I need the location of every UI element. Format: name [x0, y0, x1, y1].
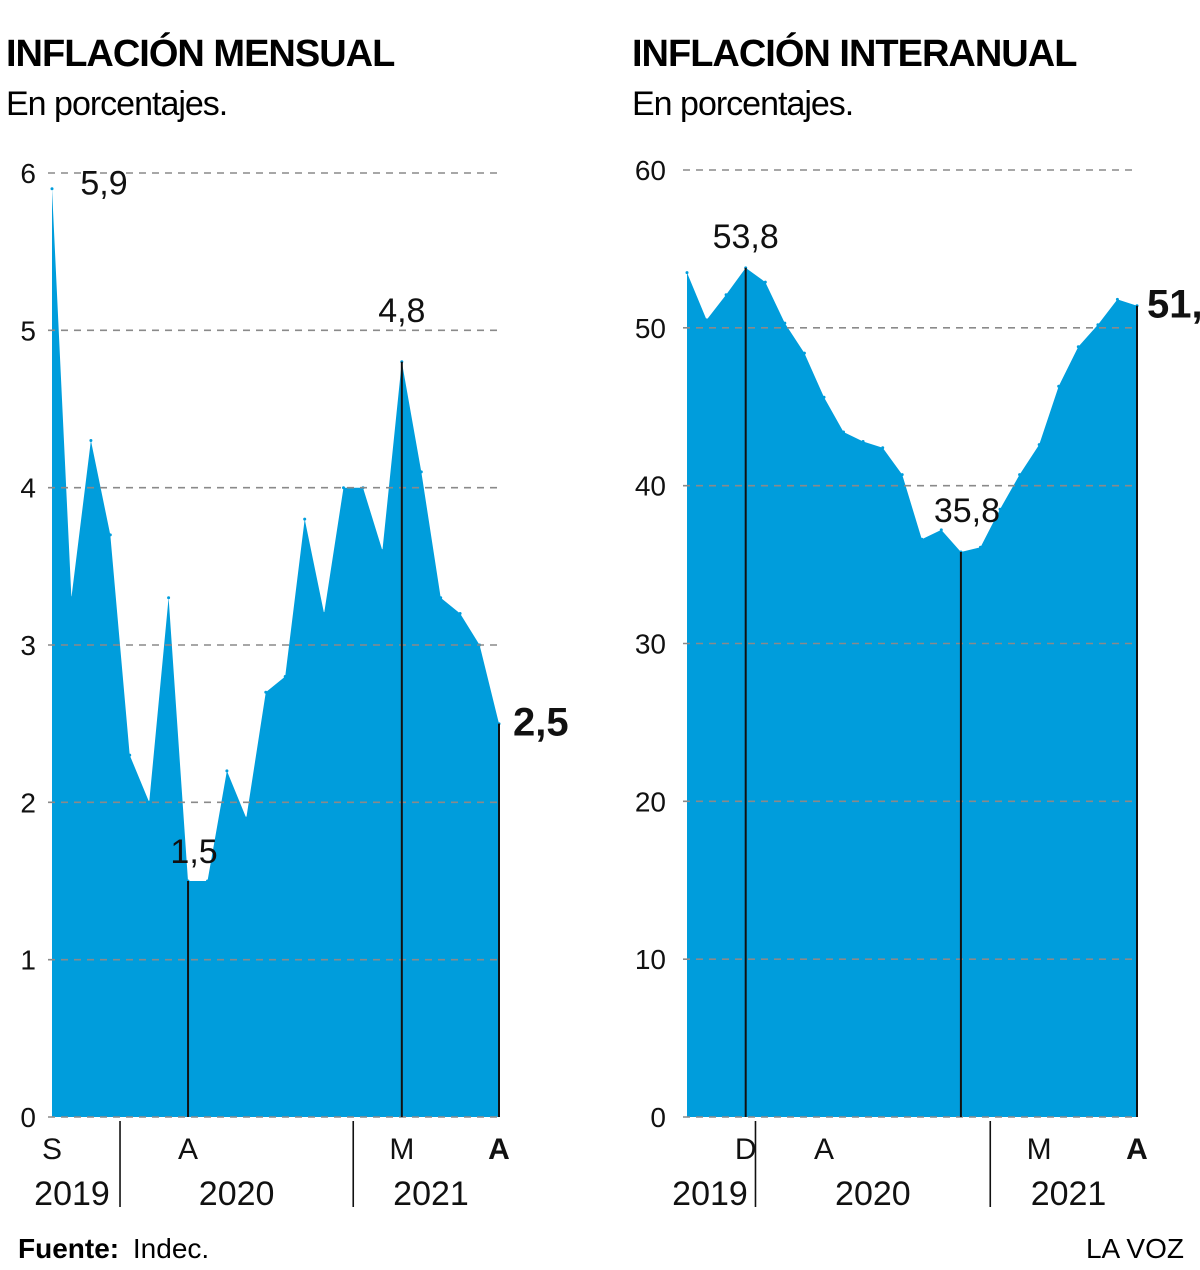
data-point-2019-10 — [69, 596, 73, 600]
data-point-2020-12 — [342, 486, 345, 490]
data-label-2019-12: 53,8 — [713, 218, 779, 256]
data-point-2020-06 — [861, 440, 865, 443]
data-point-2021-01 — [998, 507, 1002, 511]
chart-title-mensual: INFLACIÓN MENSUAL — [6, 31, 395, 75]
y-tick-label: 0 — [650, 1102, 666, 1133]
data-point-2019-09 — [50, 187, 54, 191]
area-series — [687, 267, 1137, 1117]
year-label-2021: 2021 — [1031, 1175, 1107, 1213]
data-point-2021-04 — [1057, 384, 1061, 388]
source-value: Indec. — [133, 1233, 209, 1264]
source-label: Fuente: — [18, 1233, 119, 1264]
brand-logo-text: LA VOZ — [1086, 1233, 1184, 1264]
y-tick-label: 5 — [20, 315, 36, 346]
source-note: Fuente: Indec. — [18, 1233, 209, 1264]
data-point-2021-02 — [1018, 473, 1022, 477]
chart-subtitle-mensual: En porcentajes. — [6, 85, 227, 123]
data-point-2020-12 — [979, 545, 982, 549]
year-label-2019: 2019 — [672, 1175, 748, 1213]
data-point-2021-05 — [439, 596, 443, 600]
year-label-2020: 2020 — [835, 1175, 911, 1213]
data-point-2021-03 — [1037, 443, 1041, 447]
data-label-2021-08: 2,5 — [513, 701, 569, 745]
chart-subtitle-interanual: En porcentajes. — [632, 85, 853, 123]
y-tick-label: 60 — [635, 155, 666, 186]
area-series — [52, 188, 499, 1117]
data-label-2020-04: 1,5 — [170, 833, 217, 871]
x-tick-label-2021-08: A — [488, 1133, 510, 1166]
data-point-2020-01 — [763, 280, 767, 284]
data-label-2020-11: 35,8 — [934, 492, 1000, 530]
data-point-2020-05 — [842, 430, 845, 434]
x-tick-label-2021-08: A — [1126, 1133, 1148, 1166]
data-point-2021-02 — [380, 549, 384, 553]
data-point-2019-11 — [89, 439, 93, 442]
x-tick-label-2019-12: D — [735, 1133, 757, 1166]
y-tick-label: 4 — [20, 473, 36, 504]
data-point-2020-10 — [303, 517, 307, 521]
y-tick-label: 30 — [635, 629, 666, 660]
data-point-2020-11 — [322, 612, 326, 615]
y-tick-label: 20 — [635, 786, 666, 817]
data-point-2021-04 — [419, 470, 423, 474]
x-tick-label-2019-09: S — [42, 1133, 62, 1166]
data-point-2020-02 — [147, 800, 151, 804]
x-tick-label-2021-03: M — [389, 1133, 414, 1166]
monthly-inflation-chart: 0 1 2 3 4 5 6 5,9 1,5 4,8 2,5 S A M A 2019 2020 2021 — [20, 158, 568, 1213]
data-point-2019-12 — [108, 533, 112, 537]
data-point-2019-09 — [685, 271, 689, 275]
data-point-2021-07 — [1115, 297, 1119, 301]
data-point-2020-09 — [283, 675, 287, 678]
y-tick-label: 2 — [20, 787, 36, 818]
y-tick-label: 3 — [20, 630, 36, 661]
x-tick-label-2020-04: A — [178, 1133, 198, 1166]
x-tick-label-2020-04: A — [814, 1133, 834, 1166]
data-point-2019-10 — [705, 318, 709, 322]
data-label-2021-08: 51,4 — [1147, 283, 1200, 327]
data-point-2020-03 — [167, 596, 171, 600]
data-point-2021-06 — [458, 612, 462, 615]
y-tick-label: 40 — [635, 471, 666, 502]
y-tick-label: 1 — [20, 945, 36, 976]
year-label-2021: 2021 — [393, 1175, 469, 1213]
data-point-2020-03 — [802, 351, 806, 355]
y-tick-label: 6 — [20, 158, 36, 189]
y-tick-label: 10 — [635, 944, 666, 975]
data-point-2020-07 — [244, 816, 248, 820]
x-tick-label-2021-03: M — [1027, 1133, 1052, 1166]
data-point-2020-05 — [206, 879, 209, 883]
data-point-2021-06 — [1096, 323, 1100, 327]
data-point-2020-08 — [900, 473, 904, 477]
data-point-2020-07 — [881, 446, 885, 450]
data-point-2019-11 — [724, 293, 728, 297]
data-point-2020-06 — [225, 769, 229, 773]
year-label-2020: 2020 — [199, 1175, 275, 1213]
data-point-2021-05 — [1076, 345, 1080, 349]
y-tick-label: 50 — [635, 313, 666, 344]
data-point-2020-02 — [783, 321, 787, 325]
data-point-2020-09 — [920, 537, 924, 541]
year-label-2019: 2019 — [34, 1175, 110, 1213]
data-point-2020-08 — [264, 690, 268, 694]
yearly-inflation-chart: 0 10 20 30 40 50 60 53,8 35,8 51,4 D A M A 2019 2020 202… — [635, 155, 1200, 1213]
data-label-2021-03: 4,8 — [378, 292, 425, 330]
data-point-2020-10 — [939, 528, 943, 532]
chart-title-interanual: INFLACIÓN INTERANUAL — [632, 31, 1077, 75]
y-tick-label: 0 — [20, 1102, 36, 1133]
data-label-2019-09: 5,9 — [80, 165, 127, 203]
data-point-2020-01 — [128, 753, 132, 757]
data-point-2020-04 — [822, 395, 826, 399]
